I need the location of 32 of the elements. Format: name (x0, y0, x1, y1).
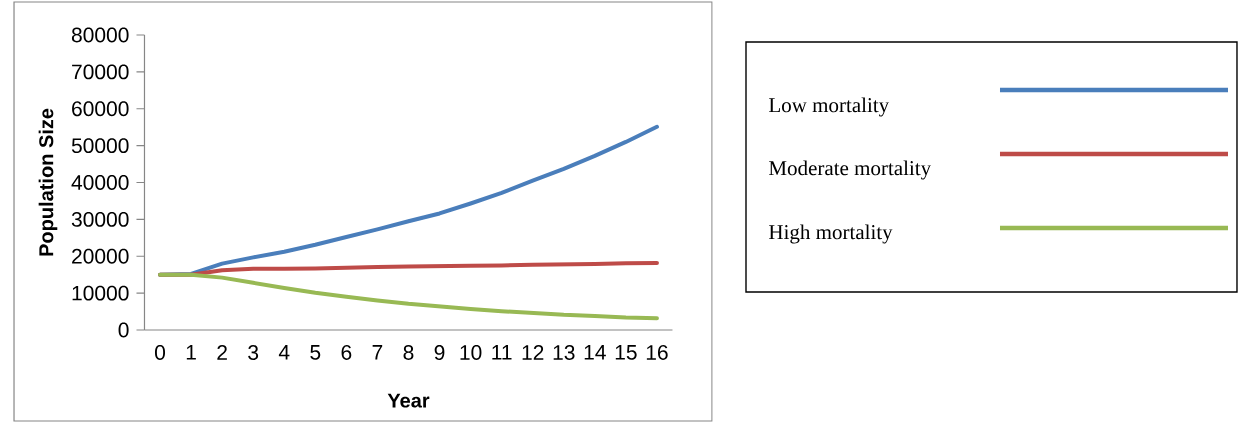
x-tick-label: 1 (186, 345, 196, 360)
x-tick-label: 15 (615, 345, 637, 360)
x-axis-title: Year (387, 393, 430, 408)
x-tick-label: 0 (154, 345, 166, 360)
y-tick-label: 50000 (71, 138, 129, 154)
x-tick-label: 6 (341, 345, 352, 360)
y-tick-label: 0 (118, 322, 129, 338)
x-tick-label: 14 (584, 345, 606, 360)
y-tick-label: 70000 (72, 64, 129, 80)
y-axis-title: Population Size (38, 108, 58, 256)
x-tick-label: 12 (522, 345, 544, 360)
x-tick-label: 11 (492, 345, 512, 360)
y-tick-label: 60000 (72, 101, 129, 117)
x-tick-label: 13 (553, 345, 575, 360)
x-tick-label: 3 (248, 345, 259, 360)
x-tick-label: 16 (646, 345, 668, 360)
x-tick-label: 9 (434, 345, 445, 360)
x-tick-label: 4 (278, 345, 290, 360)
y-tick-label: 40000 (71, 175, 129, 190)
x-tick-label: 7 (372, 345, 383, 360)
x-tick-label: 2 (217, 345, 227, 360)
text: Moderate mortality (769, 160, 932, 180)
text: Low mortality (769, 97, 890, 117)
line-series (158, 124, 659, 277)
y-tick-label: 10000 (72, 285, 129, 301)
y-tick-label: 80000 (71, 27, 129, 43)
x-tick-label: 8 (403, 345, 414, 360)
y-tick-label: 20000 (72, 248, 129, 264)
y-tick-label: 30000 (71, 211, 129, 227)
x-tick-label: 10 (460, 345, 482, 360)
x-tick-label: 5 (310, 345, 321, 360)
text: High mortality (769, 224, 893, 244)
